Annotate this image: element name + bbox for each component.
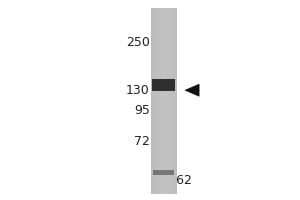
- Text: K562: K562: [161, 174, 193, 187]
- Bar: [152, 79, 175, 91]
- Text: 130: 130: [126, 84, 150, 97]
- Text: 72: 72: [134, 135, 150, 148]
- Text: 95: 95: [134, 104, 150, 117]
- Bar: [153, 170, 174, 175]
- Polygon shape: [185, 84, 199, 96]
- Text: 250: 250: [126, 36, 150, 49]
